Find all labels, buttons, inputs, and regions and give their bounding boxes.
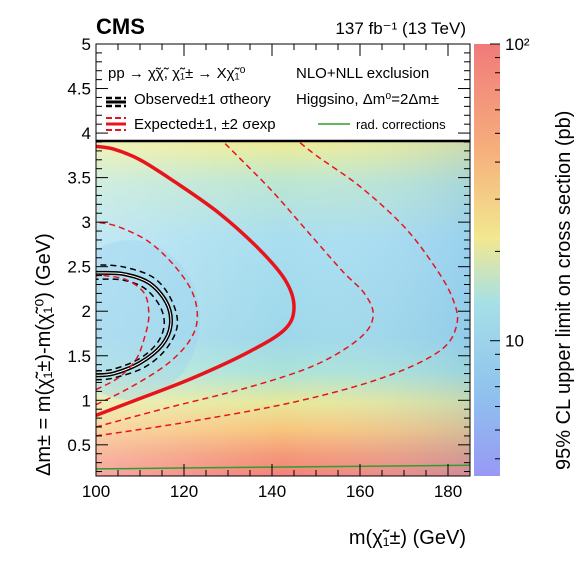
- y-tick-label: 2.5: [67, 258, 91, 277]
- legend-rad: rad. corrections: [356, 117, 446, 132]
- contour-expected-1-exp: [96, 221, 199, 406]
- contour-expected-1-exp: [96, 136, 374, 428]
- x-tick-label: 180: [434, 482, 462, 501]
- x-tick-label: 140: [258, 482, 286, 501]
- contour-layer: [96, 136, 470, 470]
- y-tick-label: 4: [82, 124, 91, 143]
- y-axis-title: Δm± = m(χ̃₁±)-m(χ̃₁⁰) (GeV): [33, 233, 55, 476]
- legend-exclusion: NLO+NLL exclusion: [296, 65, 429, 82]
- z-tick-label: 10²: [505, 35, 530, 54]
- z-axis: 10 10²: [490, 35, 530, 460]
- contour-observed-1-theory: [96, 278, 166, 372]
- legend-scenario: Higgsino, Δm⁰=2Δm±: [296, 91, 439, 108]
- y-tick-label: 1.5: [67, 347, 91, 366]
- legend-box: [96, 44, 470, 141]
- x-axis-title: m(χ̃₁±) (GeV): [349, 527, 466, 549]
- x-tick-label: 120: [170, 482, 198, 501]
- y-tick-label: 3.5: [67, 169, 91, 188]
- contour-expected-2-exp: [96, 136, 459, 437]
- legend-process: pp → χ̃χ̃, χ̃₁± → Xχ̃₁⁰: [108, 65, 246, 82]
- x-tick-label: 160: [346, 482, 374, 501]
- z-tick-label: 10: [505, 332, 524, 351]
- y-tick-label: 3: [82, 213, 91, 232]
- legend: pp → χ̃χ̃, χ̃₁± → Xχ̃₁⁰ NLO+NLL exclusio…: [106, 65, 446, 133]
- y-tick-label: 4.5: [67, 80, 91, 99]
- x-axis: 100 120 140 160 180: [82, 44, 471, 501]
- cms-label: CMS: [96, 14, 145, 39]
- contour-observed-core: [96, 272, 172, 376]
- contour-expected: [96, 144, 296, 418]
- contour-observed-1-theory: [96, 264, 179, 381]
- y-tick-label: 0.5: [67, 436, 91, 455]
- y-axis: 0.5 1 1.5 2 2.5 3 3.5 4 4.5 5: [67, 35, 470, 473]
- y-tick-label: 5: [82, 35, 91, 54]
- z-axis-title: 95% CL upper limit on cross section (pb): [553, 111, 575, 470]
- plot-frame: [95, 43, 471, 477]
- y-tick-label: 2: [82, 302, 91, 321]
- y-tick-label: 1: [82, 391, 91, 410]
- contour-expected-2-exp: [96, 274, 150, 391]
- x-tick-label: 100: [82, 482, 110, 501]
- legend-expected: Expected±1, ±2 σexp: [134, 116, 276, 133]
- legend-observed: Observed±1 σtheory: [134, 91, 271, 108]
- colorbar: [474, 44, 500, 476]
- luminosity-label: 137 fb⁻¹ (13 TeV): [335, 19, 466, 38]
